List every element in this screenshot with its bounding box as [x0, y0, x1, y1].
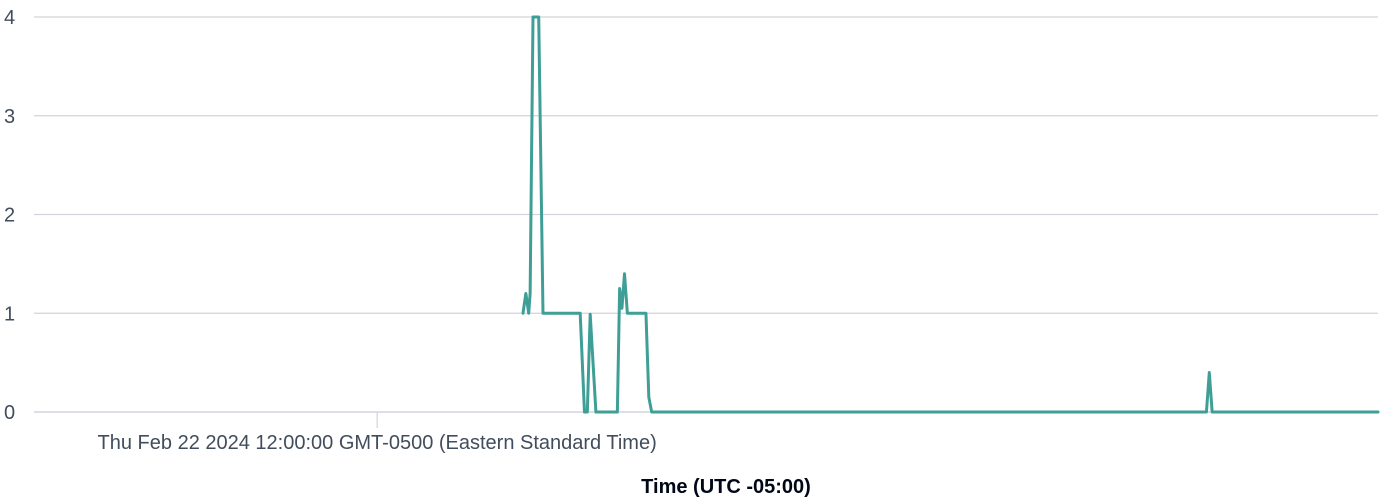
- grid-layer: [34, 16, 1378, 413]
- y-tick-label: 3: [4, 106, 15, 128]
- series-layer: [521, 15, 1380, 414]
- x-axis-title: Time (UTC -05:00): [641, 476, 811, 498]
- x-axis-ticks: Thu Feb 22 2024 12:00:00 GMT-0500 (Easte…: [98, 412, 657, 454]
- y-axis-ticks: 0 1 2 3 4: [4, 7, 15, 424]
- x-tick-label: Thu Feb 22 2024 12:00:00 GMT-0500 (Easte…: [98, 432, 657, 454]
- y-tick-label: 1: [4, 303, 15, 325]
- series-line-0: [521, 15, 1380, 414]
- y-tick-label: 0: [4, 402, 15, 424]
- y-tick-label: 4: [4, 7, 15, 29]
- y-tick-label: 2: [4, 205, 15, 227]
